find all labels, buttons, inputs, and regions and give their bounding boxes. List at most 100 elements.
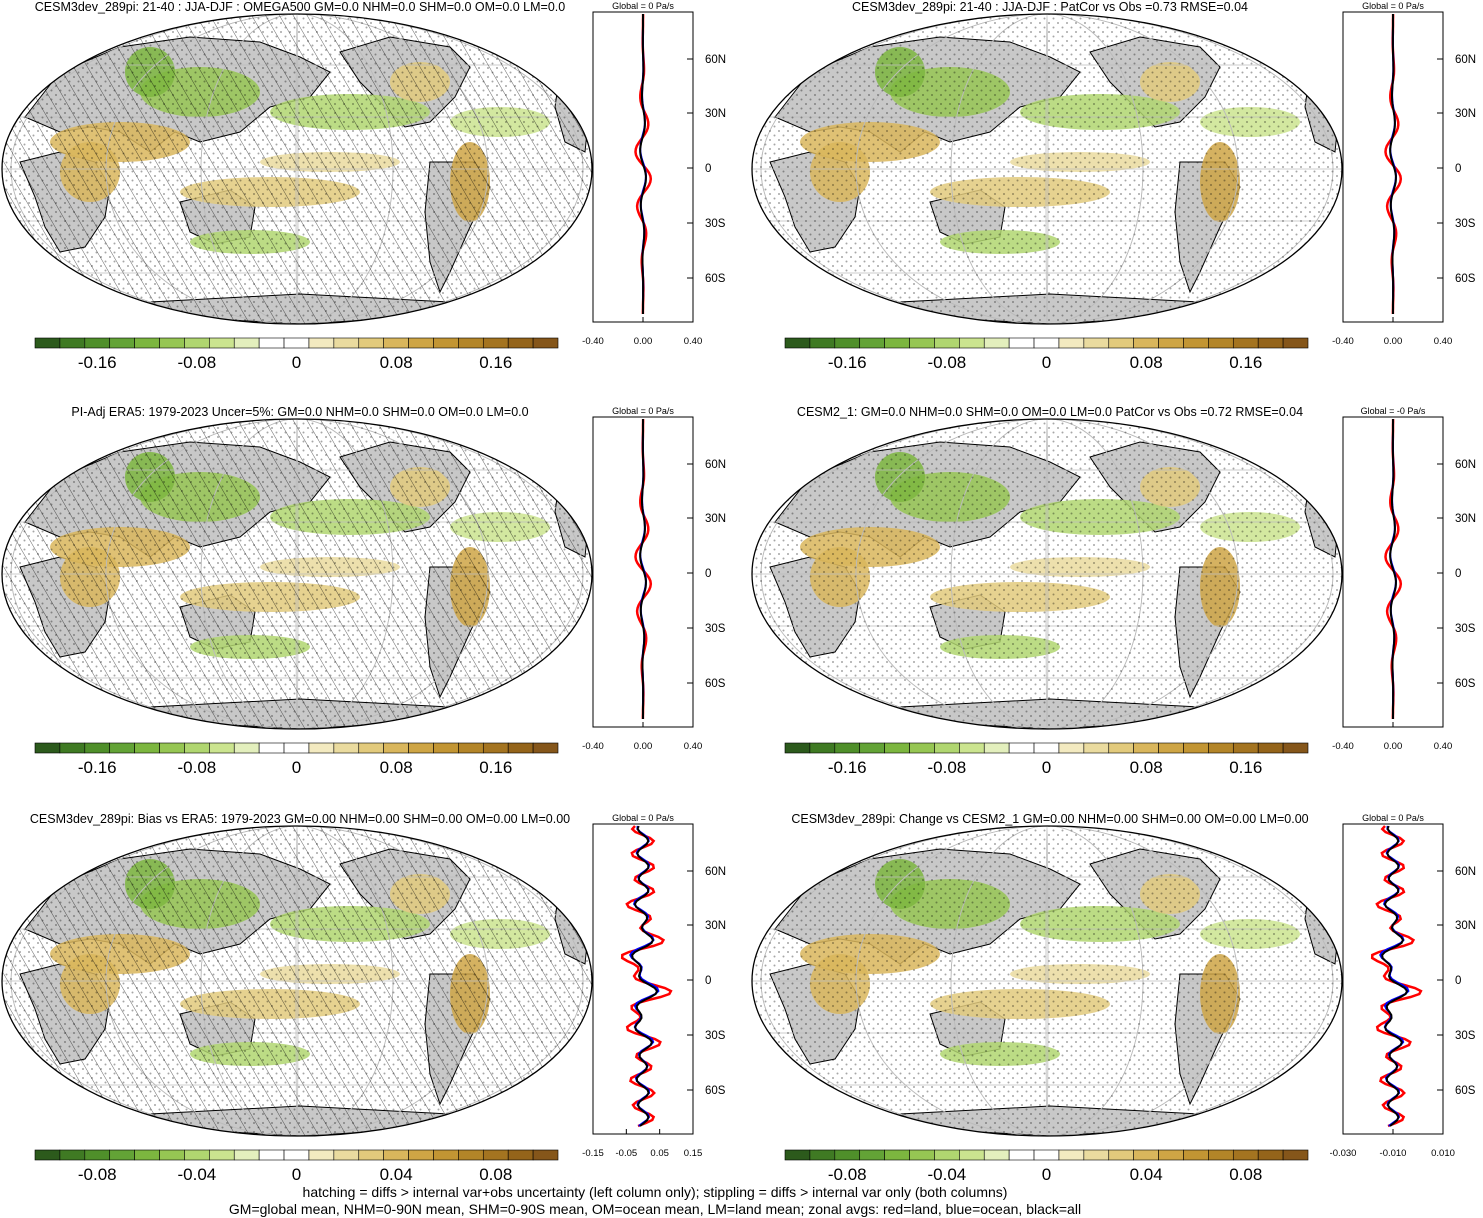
colorbar-swatch [159,742,185,754]
colorbar-swatch [283,337,310,349]
zonal-header: Global = 0 Pa/s [612,406,674,416]
colorbar-label: 0 [292,353,301,372]
lat-label: 60S [1455,1085,1476,1097]
colorbar-swatch [258,742,285,754]
colorbar-swatch [1183,1149,1209,1161]
colorbar-label: -0.08 [828,1165,867,1184]
colorbar-swatch [458,742,484,754]
colorbar-swatch [109,1149,135,1161]
lat-label: 0 [1455,975,1461,987]
zonal-average-line [1389,14,1397,314]
hatching [2,14,592,324]
colorbar: -0.16 -0.08 0 0.08 0.16 [784,742,1309,777]
colorbar-swatch [859,1149,885,1161]
colorbar-swatch [1208,337,1234,349]
x-tick-label: -0.40 [1332,336,1354,345]
colorbar-swatch [532,337,559,349]
colorbar-label: 0.08 [1229,1165,1262,1184]
lat-label: 30S [1455,1030,1476,1042]
lat-label: 0 [1455,163,1461,175]
zonal-average-plot: Global = -0 Pa/s 60N 30N 0 30S 60S -0.40 0.00 0.… [1332,406,1476,750]
colorbar-swatch [84,337,111,349]
colorbar-swatch [283,1149,310,1161]
colorbar-swatch [1133,1149,1159,1161]
colorbar-swatch [433,337,459,349]
colorbar-label: 0.16 [1229,758,1262,777]
x-tick-label: -0.15 [582,1148,604,1157]
colorbar-swatch [482,742,509,754]
colorbar-swatch [934,1149,960,1161]
panel-title: CESM3dev_289pi: Change vs CESM2_1 GM=0.0… [791,812,1309,826]
colorbar-label: 0.08 [380,353,413,372]
lat-label: 0 [1455,568,1461,580]
colorbar-label: -0.16 [78,758,117,777]
colorbar-swatch [383,337,409,349]
colorbar-swatch [1158,337,1184,349]
global-map [751,13,1343,325]
panel-change: CESM3dev_289pi: Change vs CESM2_1 GM=0.0… [750,812,1483,1217]
colorbar-swatch [983,1149,1010,1161]
colorbar-swatch [884,742,910,754]
global-map [751,418,1343,730]
colorbar-swatch [209,1149,235,1161]
colorbar-swatch [983,337,1010,349]
x-tick-label: 0.00 [1384,741,1403,750]
globe-outline [1,825,593,1137]
colorbar-swatch [34,742,61,754]
zonal-header: Global = -0 Pa/s [1361,406,1426,416]
colorbar-label: 0.08 [479,1165,512,1184]
colorbar-swatch [458,1149,484,1161]
lat-label: 60N [705,54,726,66]
globe-outline [751,418,1343,730]
x-tick-label: 0.00 [634,741,653,750]
colorbar-swatch [34,337,61,349]
colorbar-swatch [809,742,836,754]
x-tick-label: 0.00 [1384,336,1403,345]
colorbar-label: -0.08 [78,1165,117,1184]
zonal-average-line [639,419,647,719]
colorbar-label: 0 [1042,353,1051,372]
lat-label: 0 [705,568,711,580]
colorbar-swatch [308,1149,335,1161]
colorbar-swatch [84,1149,111,1161]
colorbar-label: -0.16 [828,353,867,372]
colorbar-swatch [983,742,1010,754]
colorbar-swatch [333,337,360,349]
globe-outline [1,13,593,325]
lat-label: 60N [705,459,726,471]
colorbar-swatch [458,337,484,349]
global-map [751,825,1343,1137]
colorbar-swatch [809,337,836,349]
zonal-frame [592,823,694,1135]
colorbar-swatch [482,1149,509,1161]
globe-outline [751,825,1343,1137]
x-tick-label: -0.40 [582,741,604,750]
colorbar-swatch [834,742,861,754]
colorbar-swatch [959,1149,985,1161]
colorbar-swatch [159,337,185,349]
colorbar-swatch [1058,742,1085,754]
panel-cesm2: CESM2_1: GM=0.0 NHM=0.0 SHM=0.0 OM=0.0 L… [750,405,1483,810]
panel-title: CESM3dev_289pi: Bias vs ERA5: 1979-2023 … [29,812,571,826]
colorbar-swatch [1108,337,1134,349]
colorbar-label: 0 [292,1165,301,1184]
lat-label: 60S [705,273,726,285]
zonal-average-line [1370,825,1423,1128]
colorbar-swatch [34,1149,61,1161]
lat-label: 60S [705,1085,726,1097]
zonal-header: Global = 0 Pa/s [1362,1,1424,11]
colorbar-swatch [134,337,160,349]
colorbar-swatch [233,1149,260,1161]
colorbar-swatch [209,337,235,349]
colorbar-swatch [159,1149,185,1161]
zonal-average-line [639,14,647,314]
colorbar-swatch [834,1149,861,1161]
zonal-average-plot: Global = 0 Pa/s 60N 30N 0 30S 60S -0.030 -0.010… [1330,813,1476,1157]
colorbar-swatch [1083,742,1110,754]
figure-caption: hatching = diffs > internal var+obs unce… [0,1184,1310,1218]
stippling [752,14,1342,324]
lat-label: 60N [1455,459,1476,471]
lat-label: 30S [1455,218,1476,230]
colorbar-swatch [1282,1149,1309,1161]
colorbar-swatch [1257,1149,1284,1161]
